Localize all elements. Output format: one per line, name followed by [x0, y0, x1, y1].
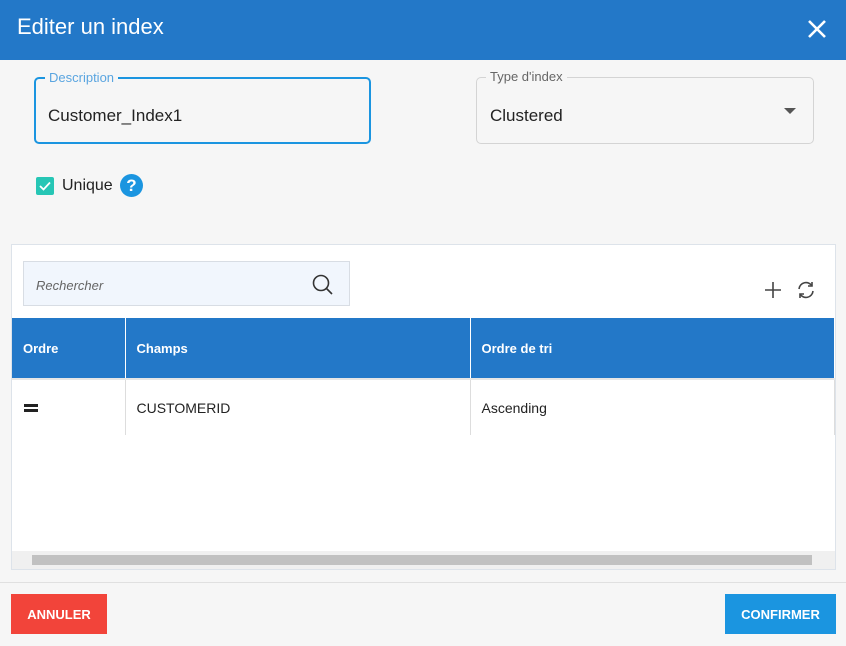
column-header-field[interactable]: Champs: [125, 318, 471, 379]
search-icon[interactable]: [311, 273, 335, 297]
drag-handle-icon[interactable]: [12, 378, 126, 435]
description-label: Description: [45, 70, 119, 85]
dialog-header: Editer un index: [0, 0, 846, 60]
close-icon[interactable]: [806, 18, 828, 40]
index-type-label: Type d'index: [486, 69, 567, 84]
description-value: Customer_Index1: [48, 106, 183, 125]
index-type-value: Clustered: [490, 106, 563, 125]
footer-divider: [0, 582, 846, 583]
add-icon[interactable]: [763, 280, 783, 300]
dialog-title: Editer un index: [17, 14, 164, 39]
scrollbar-thumb[interactable]: [32, 555, 812, 565]
fields-table: Ordre Champs Ordre de tri CUSTOMERID Asc…: [12, 318, 835, 435]
unique-label: Unique: [62, 177, 113, 194]
sort-order-cell[interactable]: Ascending: [470, 378, 835, 435]
confirm-button[interactable]: CONFIRMER: [725, 594, 836, 634]
description-field[interactable]: Description Customer_Index1: [34, 70, 371, 144]
refresh-icon[interactable]: [796, 280, 816, 300]
help-icon[interactable]: ?: [120, 174, 143, 197]
fields-grid-panel: Rechercher Ordre Champs Ordre de tri CUS…: [11, 244, 836, 570]
table-row[interactable]: CUSTOMERID Ascending: [12, 378, 835, 435]
cancel-button[interactable]: ANNULER: [11, 594, 107, 634]
search-input[interactable]: Rechercher: [23, 261, 350, 306]
search-placeholder: Rechercher: [36, 278, 104, 293]
horizontal-scrollbar[interactable]: [12, 551, 835, 569]
index-type-select[interactable]: Type d'index Clustered: [476, 69, 814, 144]
caret-down-icon: [784, 108, 796, 120]
field-cell: CUSTOMERID: [125, 378, 471, 435]
unique-checkbox[interactable]: [36, 177, 54, 195]
column-header-sort-order[interactable]: Ordre de tri: [470, 318, 835, 379]
column-header-order[interactable]: Ordre: [12, 318, 126, 379]
